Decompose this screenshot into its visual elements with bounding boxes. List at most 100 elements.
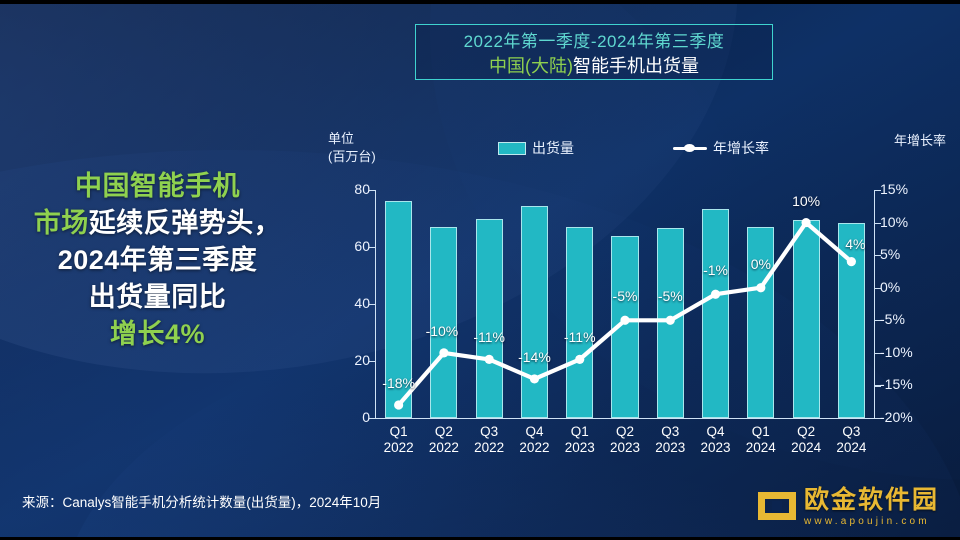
right-axis-title: 年增长率	[893, 133, 946, 148]
line-point-q1-2023	[575, 354, 585, 364]
legend-item-growth[interactable]: 年增长率	[673, 138, 769, 158]
headline-line-5: 增长4%	[109, 319, 206, 349]
x-label-quarter: Q3	[842, 424, 861, 439]
source-note: 来源：Canalys智能手机分析统计数量(出货量)，2024年10月	[22, 495, 382, 510]
line-point-q3-2024	[846, 257, 856, 267]
chart-plot-area: 0 20 40 60 80 -20% -15% -10% -5% 0% 5% 10% 15% -18%…	[354, 181, 912, 455]
chart-title-box: 2022年第一季度-2024年第三季度 中国(大陆)智能手机出货量	[415, 24, 773, 80]
watermark-url: www.apoujin.com	[804, 516, 930, 527]
y-tick-left	[369, 190, 375, 192]
y-tick-label-left: 80	[354, 181, 370, 197]
chart-title-subject: 中国(大陆)智能手机出货量	[416, 54, 772, 79]
x-axis	[375, 417, 875, 419]
line-point-q1-2024	[756, 283, 766, 293]
y-axis-unit-label: 单位 (百万台)	[328, 130, 376, 166]
growth-label-q2-2022: -10%	[425, 322, 459, 339]
growth-label-q3-2024: 4%	[845, 235, 866, 252]
y-tick-label-right: -15%	[880, 376, 913, 393]
growth-label-q3-2023: -5%	[657, 288, 683, 305]
y-tick-label-left: 40	[354, 295, 370, 311]
y-tick-label-right: 5%	[880, 246, 901, 263]
line-marker-icon	[673, 142, 707, 154]
top-letterbox	[0, 0, 960, 4]
bottom-letterbox	[0, 537, 960, 540]
x-label-year: 2024	[791, 440, 822, 455]
bar-q4-2023	[701, 208, 730, 418]
line-point-q3-2022	[484, 354, 494, 364]
bar-q1-2023	[566, 227, 594, 418]
y-tick-label-right: 10%	[880, 213, 909, 230]
x-label-year: 2023	[609, 440, 641, 455]
x-label-quarter: Q2	[797, 424, 816, 439]
headline-line-3: 2024年第三季度	[57, 245, 258, 275]
unit-label-line2: (百万台)	[328, 149, 376, 164]
x-axis-label-q3-2023: Q3 2023	[648, 424, 693, 456]
x-label-quarter: Q4	[706, 424, 725, 439]
x-axis-label-q2-2022: Q2 2022	[421, 424, 466, 456]
y-tick-right	[875, 385, 881, 387]
y-tick-left	[369, 418, 375, 420]
y-axis-left	[375, 190, 377, 419]
unit-label-line1: 单位	[328, 131, 355, 146]
chart-legend: 出货量 年增长率	[498, 138, 878, 160]
y-tick-right	[875, 418, 881, 420]
x-label-year: 2024	[836, 440, 867, 455]
y-tick-left	[369, 304, 375, 306]
watermark: 欧金软件园 www.apoujin.com	[752, 482, 952, 534]
y-tick-label-right: 0%	[880, 278, 901, 295]
x-axis-label-q1-2024: Q1 2024	[738, 424, 783, 456]
page-headline: 中国智能手机 市场延续反弹势头， 2024年第三季度 出货量同比 增长4%	[20, 168, 295, 353]
line-point-q2-2024	[801, 217, 811, 228]
x-label-year: 2022	[519, 440, 550, 455]
x-label-year: 2023	[700, 440, 731, 455]
line-point-q2-2022	[439, 348, 449, 358]
x-label-year: 2023	[564, 440, 595, 455]
x-label-quarter: Q3	[480, 424, 499, 439]
y-tick-left	[369, 247, 375, 249]
y-tick-right	[875, 255, 881, 257]
apoujin-logo-icon	[758, 492, 796, 520]
x-label-quarter: Q2	[434, 424, 453, 439]
x-label-quarter: Q1	[751, 424, 770, 439]
y-tick-left	[369, 361, 375, 363]
x-axis-label-q2-2024: Q2 2024	[783, 424, 828, 456]
y-tick-label-right: -10%	[880, 343, 913, 360]
x-label-quarter: Q1	[570, 424, 589, 439]
chart-title-region: 中国(大陆)	[489, 56, 573, 76]
x-axis-label-q2-2023: Q2 2023	[602, 424, 647, 456]
growth-label-q3-2022: -11%	[473, 329, 505, 346]
growth-label-q4-2022: -14%	[518, 348, 551, 365]
legend-item-shipments[interactable]: 出货量	[498, 138, 574, 158]
line-point-q1-2022	[394, 400, 404, 410]
y-tick-label-left: 60	[354, 238, 370, 254]
growth-label-q1-2024: 0%	[750, 255, 771, 272]
x-axis-label-q4-2023: Q4 2023	[693, 424, 738, 456]
line-point-q2-2023	[620, 315, 630, 325]
growth-label-q1-2022: -18%	[382, 374, 415, 391]
y-tick-right	[875, 222, 881, 224]
y-tick-label-right: 15%	[880, 181, 909, 197]
x-label-year: 2024	[745, 440, 776, 455]
y-axis-right	[873, 190, 875, 419]
y-tick-label-left: 20	[354, 352, 370, 368]
x-label-quarter: Q2	[615, 424, 634, 439]
shipment-chart: 单位 (百万台) 年增长率 出货量 年增长率 0 20 40 60 80 -20% -15…	[318, 118, 948, 478]
y-tick-label-left: 0	[362, 409, 370, 425]
chart-title-metric: 智能手机出货量	[573, 56, 699, 76]
x-axis-label-q3-2024: Q3 2024	[829, 424, 874, 456]
line-point-q3-2023	[665, 315, 675, 325]
headline-line-4: 出货量同比	[88, 282, 227, 312]
x-axis-label-q1-2022: Q1 2022	[376, 424, 421, 456]
bar-q2-2024	[792, 219, 820, 418]
x-label-year: 2022	[383, 440, 414, 455]
growth-line-series	[394, 217, 856, 410]
y-tick-label-right: -20%	[880, 409, 913, 425]
line-point-q4-2022	[529, 374, 540, 384]
growth-label-q2-2023: -5%	[612, 288, 638, 305]
legend-label-shipments: 出货量	[532, 140, 574, 156]
x-label-quarter: Q4	[525, 424, 544, 439]
growth-label-q2-2024: 10%	[792, 192, 821, 209]
x-label-quarter: Q1	[389, 424, 408, 439]
x-axis-label-q1-2023: Q1 2023	[557, 424, 602, 456]
